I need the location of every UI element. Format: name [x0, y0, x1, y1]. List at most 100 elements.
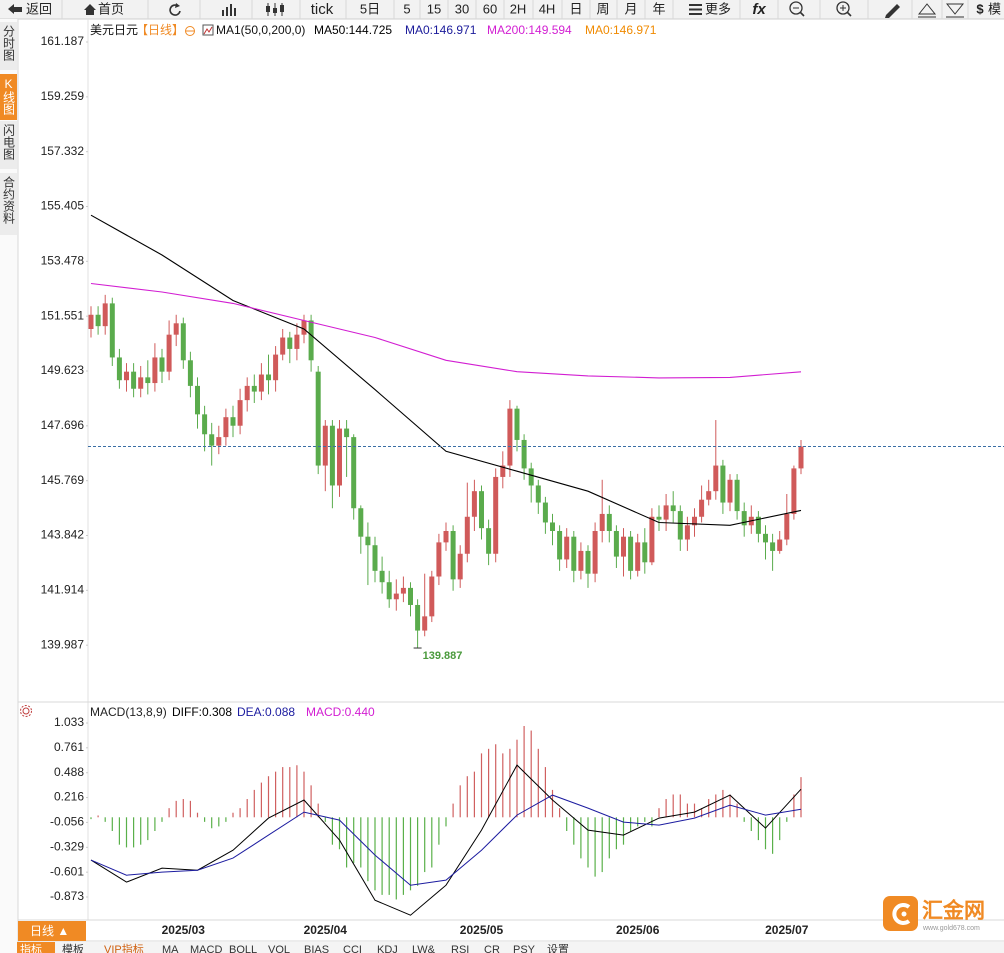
- toolbar-item[interactable]: 15: [427, 1, 441, 16]
- chart-period: 【日线】: [136, 23, 184, 37]
- toolbar-item[interactable]: 首页: [98, 1, 124, 16]
- legend-item: MA0:146.971: [585, 23, 657, 37]
- indicator-tab[interactable]: CR: [484, 944, 500, 953]
- legend-item: MA200:149.594: [487, 23, 572, 37]
- chart-title: MACD(13,8,9): [90, 705, 167, 719]
- candle-body: [443, 530, 449, 543]
- y-tick-label: 145.769: [41, 473, 85, 487]
- candle-body: [642, 542, 648, 563]
- macd-line: [90, 764, 802, 916]
- candle-body: [457, 553, 463, 580]
- toolbar-item[interactable]: $: [976, 1, 984, 16]
- toolbar: [0, 0, 1004, 19]
- candle-body: [102, 303, 108, 327]
- y-tick-label: 0.488: [54, 765, 84, 779]
- candle-body: [606, 513, 612, 531]
- toolbar-item[interactable]: 年: [652, 1, 665, 16]
- candle-body: [251, 385, 257, 392]
- toolbar-item[interactable]: 日: [569, 1, 582, 16]
- candle-body: [770, 542, 776, 551]
- candle-body: [507, 408, 513, 466]
- candle-body: [180, 323, 186, 361]
- candle-body: [223, 417, 229, 438]
- indicator-tab[interactable]: BIAS: [304, 944, 329, 953]
- toolbar-item[interactable]: 4H: [539, 1, 556, 16]
- y-tick-label: 161.187: [41, 34, 85, 48]
- sidebar-tab[interactable]: [0, 74, 17, 120]
- candle-body: [187, 360, 193, 386]
- sidebar-tab-label[interactable]: K线图: [2, 77, 16, 115]
- indicator-tab[interactable]: VOL: [268, 944, 290, 953]
- toolbar-item[interactable]: 更多: [705, 1, 731, 16]
- candle-body: [216, 437, 222, 446]
- candle-body: [727, 479, 733, 503]
- y-tick-label: -0.601: [50, 864, 84, 878]
- toolbar-item[interactable]: 30: [455, 1, 469, 16]
- candle-body: [486, 528, 492, 554]
- candle-body: [116, 357, 122, 381]
- sidebar-tab-label[interactable]: 分时图: [2, 25, 16, 61]
- candle-body: [514, 408, 520, 440]
- candle-body: [670, 505, 676, 512]
- watermark: 汇金网 www.gold678.com: [883, 896, 985, 932]
- candle-body: [542, 502, 548, 523]
- indicator-tab[interactable]: PSY: [513, 944, 536, 953]
- candle-body: [699, 499, 705, 517]
- candle-body: [337, 428, 342, 486]
- ma-line: [90, 214, 802, 526]
- indicator-tab[interactable]: 模板: [62, 942, 84, 953]
- y-tick-label: 139.987: [41, 637, 85, 651]
- indicator-tab[interactable]: 设置: [547, 943, 569, 953]
- candle-body: [124, 371, 129, 381]
- indicator-tab[interactable]: MA: [162, 944, 179, 953]
- indicator-tab[interactable]: CCI: [343, 944, 362, 953]
- candle-body: [422, 616, 428, 631]
- toolbar-item[interactable]: 60: [483, 1, 497, 16]
- macd-settings-icon[interactable]: [20, 705, 32, 717]
- toolbar-item[interactable]: 周: [596, 1, 609, 16]
- candle-body: [621, 536, 626, 557]
- sidebar-tab[interactable]: [0, 173, 17, 235]
- toolbar-item[interactable]: fx: [752, 1, 766, 18]
- toolbar-item[interactable]: 模: [988, 1, 1001, 16]
- candle-body: [500, 465, 506, 477]
- toolbar-item[interactable]: 5日: [360, 1, 380, 16]
- y-tick-label: 153.478: [41, 254, 85, 268]
- indicator-tab[interactable]: KDJ: [377, 944, 398, 953]
- legend-item: MACD:0.440: [306, 705, 375, 719]
- toolbar-item[interactable]: 5: [403, 1, 410, 16]
- indicator-tab[interactable]: RSI: [451, 944, 469, 953]
- indicator-tab[interactable]: MACD: [190, 944, 222, 953]
- indicator-tabbar: [18, 942, 1004, 953]
- candle-body: [408, 587, 413, 605]
- chart-indicator: MA1(50,0,200,0): [216, 23, 305, 37]
- y-tick-label: 0.761: [54, 740, 84, 754]
- indicator-tab[interactable]: BOLL: [229, 944, 257, 953]
- legend-item: DEA:0.088: [237, 705, 295, 719]
- indicator-tab[interactable]: 指标: [20, 942, 42, 953]
- sidebar-tab[interactable]: [0, 121, 17, 169]
- y-tick-label: -0.056: [50, 815, 84, 829]
- candle-body: [521, 439, 527, 469]
- period-button[interactable]: [18, 921, 86, 941]
- candle-body: [635, 542, 641, 571]
- toolbar-item[interactable]: 返回: [26, 1, 52, 16]
- toolbar-item[interactable]: 2H: [510, 1, 527, 16]
- indicator-tab[interactable]: VIP指标: [104, 942, 144, 953]
- sidebar-tab-label[interactable]: 合约资料: [2, 175, 16, 224]
- indicator-tab[interactable]: LW&: [412, 944, 436, 953]
- candle-body: [528, 468, 534, 486]
- candle-body: [131, 371, 137, 389]
- x-tick-label: 2025/06: [616, 923, 660, 937]
- candle-body: [386, 582, 392, 600]
- sidebar-tab[interactable]: [0, 22, 17, 70]
- candle-body: [585, 550, 591, 574]
- candle-body: [791, 468, 797, 514]
- toolbar-item[interactable]: tick: [311, 1, 334, 18]
- sidebar-tab-label[interactable]: 闪电图: [2, 124, 16, 160]
- candle-body: [400, 587, 406, 594]
- toolbar-item[interactable]: 月: [624, 1, 637, 16]
- period-button-label[interactable]: 日线 ▲: [30, 924, 69, 938]
- candle-body: [244, 385, 250, 401]
